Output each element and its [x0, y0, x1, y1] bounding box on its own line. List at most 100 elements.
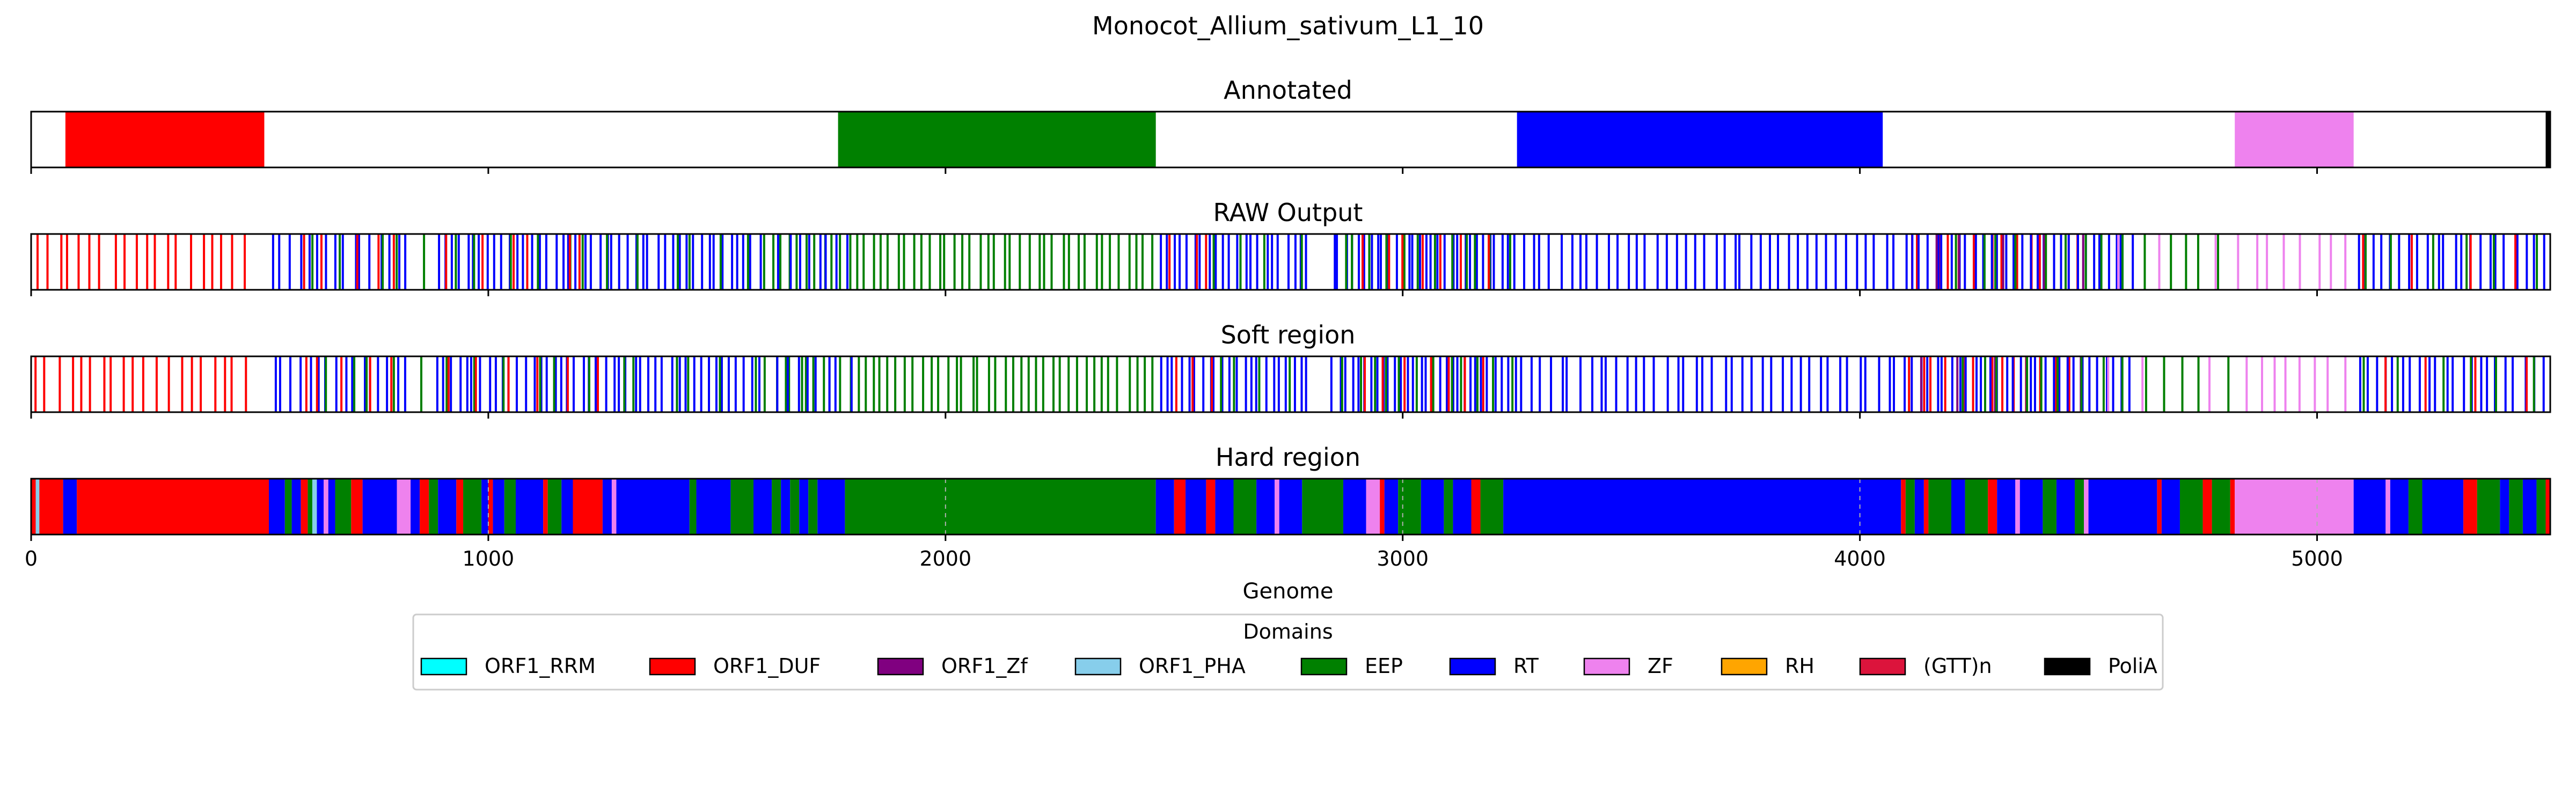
legend-swatch	[1300, 657, 1348, 676]
x-tick-label: 5000	[2291, 547, 2343, 570]
panel-frame	[30, 478, 2551, 536]
segment-bar	[1471, 479, 1481, 535]
segment-bar	[2230, 479, 2235, 535]
segment-bar	[2202, 479, 2212, 535]
segment-bar	[1923, 479, 1929, 535]
segment-bar	[1155, 479, 1174, 535]
segment-bar	[689, 479, 697, 535]
segment-bar	[516, 479, 544, 535]
segment-bar	[2235, 479, 2354, 535]
chart-title: Monocot_Allium_sativum_L1_10	[1092, 11, 1484, 40]
segment-bar	[493, 479, 504, 535]
segment-bar	[1914, 479, 1924, 535]
segment-bar	[838, 112, 1156, 167]
segment-bar	[2353, 479, 2386, 535]
segment-bar	[1233, 479, 1257, 535]
segment-bar	[2088, 479, 2157, 535]
segment-bar	[781, 479, 791, 535]
segment-bar	[2522, 479, 2537, 535]
segment-bar	[1988, 479, 1997, 535]
segment-bar	[351, 479, 363, 535]
segment-bar	[1951, 479, 1965, 535]
x-tick-label: 2000	[919, 547, 971, 570]
legend-item: EEP	[1300, 654, 1403, 678]
segment-bar	[1380, 479, 1385, 535]
legend-label: ORF1_RRM	[485, 654, 596, 678]
panel-title: Soft region	[1221, 320, 1356, 349]
segment-bar	[1384, 479, 1399, 535]
legend-item: ORF1_PHA	[1074, 654, 1246, 678]
segment-bar	[397, 479, 411, 535]
segment-bar	[1279, 479, 1302, 535]
legend-label: (GTT)n	[1923, 654, 1992, 678]
legend-label: PoliA	[2108, 654, 2157, 678]
legend-item: RT	[1449, 654, 1539, 678]
segment-bar	[2161, 479, 2180, 535]
segment-bar	[1444, 479, 1453, 535]
segment-bar	[35, 479, 40, 535]
segment-bar	[362, 479, 397, 535]
segment-bar	[772, 479, 781, 535]
legend-title: Domains	[1243, 620, 1333, 643]
segment-bar	[1398, 479, 1421, 535]
segment-bar	[2075, 479, 2084, 535]
legend-swatch	[420, 657, 467, 676]
segment-bar	[1185, 479, 1206, 535]
panel-frame	[30, 233, 2551, 291]
legend-label: ORF1_DUF	[713, 654, 821, 678]
segment-bar	[1905, 479, 1915, 535]
panels: Annotated RAW Output Soft region Hard regio…	[30, 76, 2551, 541]
panel-soft-region: Soft region	[30, 320, 2551, 419]
segment-bar	[2422, 479, 2464, 535]
legend-label: EEP	[1365, 654, 1403, 678]
legend-item: ZF	[1583, 654, 1673, 678]
segment-bar	[2043, 479, 2057, 535]
segment-bar	[2509, 479, 2523, 535]
segment-bar	[561, 479, 573, 535]
segment-bar	[602, 479, 612, 535]
x-tick-label: 1000	[463, 547, 515, 570]
segment-bar	[2477, 479, 2500, 535]
segment-bar	[1453, 479, 1472, 535]
x-axis: 0 1000 2000 3000 4000 5000	[25, 547, 2343, 570]
segment-bar	[1965, 479, 1988, 535]
legend: Domains ORF1_RRM ORF1_DUF ORF1_Zf ORF1_PHA E…	[412, 613, 2164, 691]
segment-bar	[543, 479, 548, 535]
segment-bar	[1275, 479, 1279, 535]
panel-annotated: Annotated	[30, 76, 2551, 174]
legend-swatch	[1721, 657, 1768, 676]
segment-bar	[616, 479, 690, 535]
segment-bar	[1997, 479, 2016, 535]
segment-bar	[2390, 479, 2409, 535]
segment-bar	[63, 479, 77, 535]
legend-swatch	[649, 657, 696, 676]
legend-item: ORF1_RRM	[420, 654, 596, 678]
segment-bar	[1421, 479, 1444, 535]
segment-bar	[611, 479, 617, 535]
segment-bar	[547, 479, 562, 535]
legend-label: ORF1_PHA	[1139, 654, 1246, 678]
panel-title: Annotated	[1224, 76, 1352, 105]
segment-bar	[31, 479, 36, 535]
segment-bar	[317, 479, 324, 535]
legend-label: RT	[1513, 654, 1539, 678]
segment-bar	[39, 479, 63, 535]
segment-bar	[438, 479, 457, 535]
segment-bar	[730, 479, 754, 535]
panel-title: Hard region	[1216, 443, 1360, 472]
segment-bar	[268, 479, 285, 535]
segment-bar	[324, 479, 328, 535]
segment-bar	[463, 479, 482, 535]
segment-bar	[312, 479, 317, 535]
segment-bar	[77, 479, 269, 535]
segment-bar	[2463, 479, 2477, 535]
segment-bar	[481, 479, 488, 535]
segment-bar	[284, 479, 292, 535]
segment-bar	[2179, 479, 2203, 535]
panel-title: RAW Output	[1213, 198, 1363, 227]
legend-label: RH	[1785, 654, 1814, 678]
legend-label: ZF	[1648, 654, 1673, 678]
segment-bar	[1215, 479, 1234, 535]
segment-bar	[696, 479, 731, 535]
